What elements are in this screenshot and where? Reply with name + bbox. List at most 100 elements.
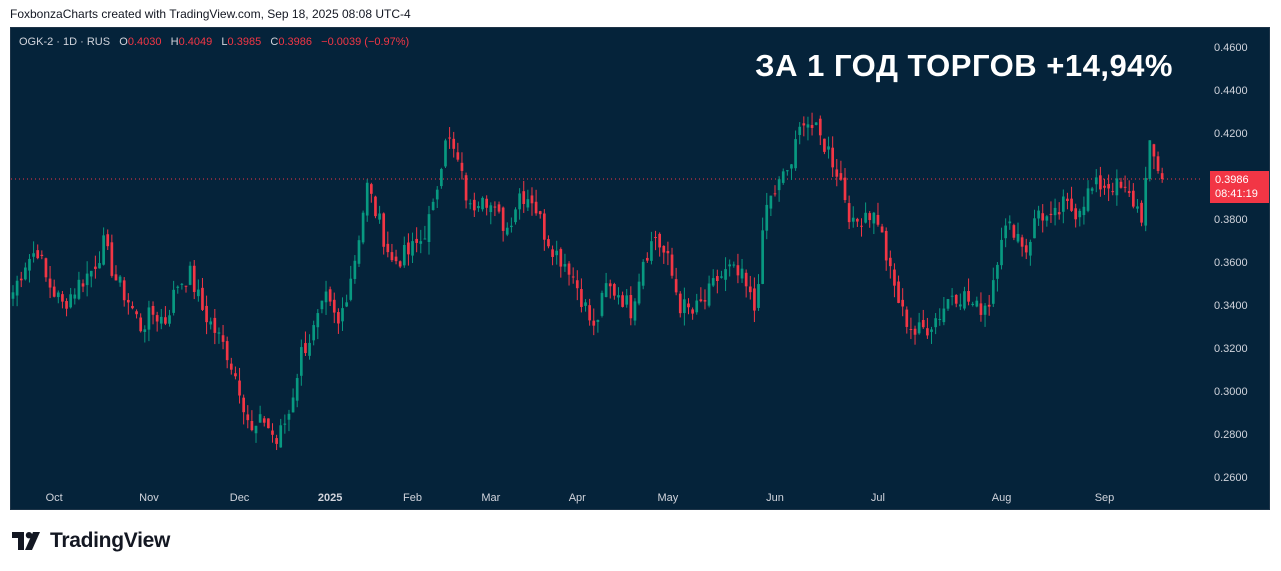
tradingview-brand[interactable]: TradingView bbox=[12, 529, 170, 553]
y-tick-label: 0.3400 bbox=[1214, 300, 1248, 312]
candle-body bbox=[1160, 173, 1164, 180]
candle-body bbox=[1066, 198, 1069, 202]
candle-body bbox=[592, 320, 596, 326]
candle-body bbox=[164, 317, 167, 324]
candle-body bbox=[901, 299, 905, 307]
candle-body bbox=[913, 328, 917, 335]
candle-body bbox=[654, 237, 657, 239]
candle-body bbox=[917, 322, 921, 334]
candle-body bbox=[398, 261, 402, 267]
candle-body bbox=[1037, 210, 1040, 219]
candle-body bbox=[477, 206, 480, 209]
candle-body bbox=[415, 238, 418, 243]
candle-body bbox=[987, 304, 991, 307]
candle-body bbox=[28, 258, 31, 271]
candle-body bbox=[221, 335, 225, 342]
candle-body bbox=[184, 285, 188, 287]
candle-body bbox=[312, 325, 316, 341]
candlestick-chart[interactable]: 0.46000.44000.42000.40000.38000.36000.34… bbox=[11, 28, 1269, 509]
candle-body bbox=[1127, 191, 1131, 194]
candle-body bbox=[295, 378, 299, 401]
candle-body bbox=[617, 295, 620, 298]
candle-body bbox=[625, 295, 629, 305]
candle-body bbox=[1016, 233, 1020, 242]
chart-panel[interactable]: 0.46000.44000.42000.40000.38000.36000.34… bbox=[10, 27, 1270, 510]
candle-body bbox=[526, 199, 530, 208]
x-tick-label: Aug bbox=[992, 492, 1012, 504]
candle-body bbox=[304, 343, 307, 354]
candle-body bbox=[1107, 184, 1110, 189]
candle-body bbox=[851, 217, 855, 222]
candle-body bbox=[538, 211, 542, 215]
candle-body bbox=[332, 299, 336, 313]
candle-body bbox=[687, 303, 690, 308]
candle-body bbox=[501, 207, 505, 231]
candle-body bbox=[390, 252, 394, 261]
candle-body bbox=[1140, 202, 1143, 223]
candle-body bbox=[921, 319, 925, 328]
candle-body bbox=[930, 329, 933, 332]
candle-body bbox=[876, 214, 880, 225]
candle-body bbox=[703, 300, 707, 302]
candle-body bbox=[522, 191, 526, 205]
candle-body bbox=[600, 292, 604, 316]
candle-body bbox=[790, 164, 793, 169]
candle-body bbox=[419, 241, 423, 244]
y-tick-label: 0.3600 bbox=[1214, 257, 1248, 269]
x-tick-label: Nov bbox=[139, 492, 159, 504]
candle-body bbox=[299, 347, 303, 376]
candle-body bbox=[547, 239, 550, 247]
y-tick-label: 0.3800 bbox=[1214, 214, 1248, 226]
candle-body bbox=[1070, 198, 1073, 211]
candle-body bbox=[534, 201, 538, 214]
candle-body bbox=[938, 318, 942, 320]
candle-body bbox=[481, 197, 484, 210]
candle-body bbox=[337, 312, 340, 324]
candle-body bbox=[769, 195, 773, 209]
last-price-value: 0.3986 bbox=[1215, 174, 1249, 186]
candle-body bbox=[575, 280, 579, 289]
candle-body bbox=[1020, 237, 1024, 247]
candle-body bbox=[94, 266, 97, 269]
candle-body bbox=[308, 342, 311, 356]
candle-body bbox=[56, 292, 60, 298]
candle-body bbox=[205, 305, 208, 323]
candle-body bbox=[1156, 156, 1160, 171]
candle-body bbox=[238, 380, 241, 396]
candle-body bbox=[81, 283, 85, 287]
candle-body bbox=[357, 240, 361, 264]
candle-body bbox=[996, 264, 999, 279]
candle-body bbox=[246, 414, 250, 421]
candle-body bbox=[11, 292, 15, 299]
candle-body bbox=[1061, 196, 1065, 212]
candle-body bbox=[15, 280, 19, 296]
candle-body bbox=[1115, 178, 1119, 196]
symbol-label[interactable]: OGK-2 · 1D · RUS bbox=[19, 36, 111, 48]
candle-body bbox=[678, 293, 682, 314]
candle-body bbox=[242, 397, 245, 413]
change-value: −0.0039 (−0.97%) bbox=[321, 36, 410, 48]
candle-body bbox=[613, 284, 616, 296]
candle-body bbox=[856, 218, 859, 222]
candle-body bbox=[52, 286, 56, 297]
candle-body bbox=[102, 235, 105, 265]
candle-body bbox=[192, 265, 196, 292]
candle-body bbox=[291, 397, 295, 413]
candle-body bbox=[786, 170, 789, 172]
candle-body bbox=[608, 283, 612, 287]
candle-body bbox=[1103, 185, 1106, 188]
candle-body bbox=[151, 305, 155, 315]
candle-body bbox=[798, 126, 802, 135]
candle-body bbox=[394, 256, 398, 262]
candle-body bbox=[864, 212, 867, 223]
candle-body bbox=[110, 242, 114, 276]
candle-body bbox=[497, 204, 501, 212]
candle-body bbox=[460, 162, 464, 171]
candle-body bbox=[143, 329, 147, 332]
candle-body bbox=[514, 209, 517, 223]
candle-body bbox=[835, 169, 839, 177]
candle-body bbox=[662, 245, 666, 253]
candle-body bbox=[983, 305, 987, 315]
candle-body bbox=[118, 276, 122, 283]
candle-body bbox=[44, 258, 48, 278]
